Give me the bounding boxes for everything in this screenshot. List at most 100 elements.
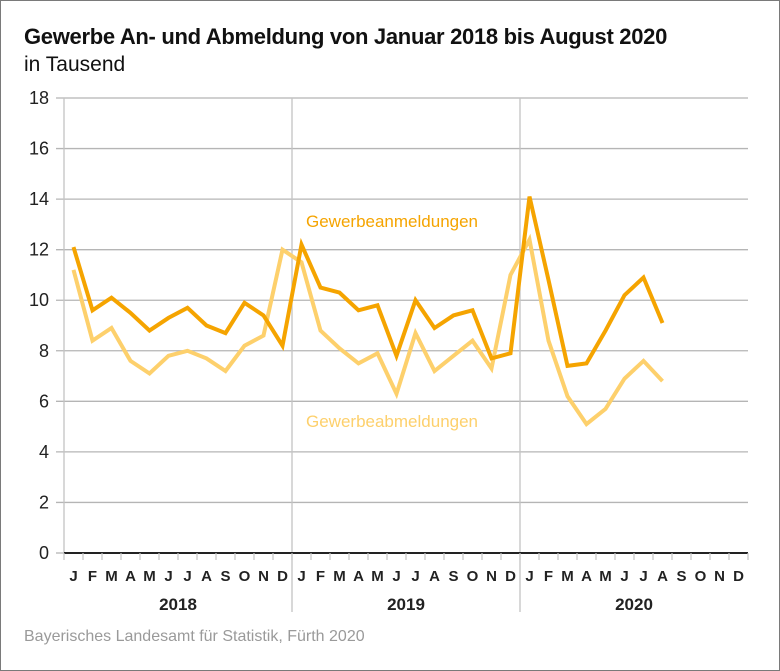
series-label-gewerbeabmeldungen: Gewerbeabmeldungen [306, 412, 478, 431]
data-point-gewerbeabmeldungen [452, 354, 456, 358]
data-point-gewerbeanmeldungen [224, 331, 228, 335]
x-tick-label: J [183, 568, 191, 585]
x-tick-label: D [277, 568, 288, 585]
data-point-gewerbeanmeldungen [585, 361, 589, 365]
chart-subtitle: in Tausend [24, 53, 126, 76]
data-point-gewerbeabmeldungen [376, 351, 380, 355]
data-point-gewerbeabmeldungen [414, 331, 418, 335]
data-point-gewerbeabmeldungen [338, 346, 342, 350]
y-tick-label: 4 [39, 442, 49, 462]
y-tick-label: 12 [29, 240, 49, 260]
data-point-gewerbeabmeldungen [243, 344, 247, 348]
data-point-gewerbeanmeldungen [148, 329, 152, 333]
data-point-gewerbeanmeldungen [471, 308, 475, 312]
data-point-gewerbeabmeldungen [604, 407, 608, 411]
data-point-gewerbeanmeldungen [205, 324, 209, 328]
data-point-gewerbeanmeldungen [300, 243, 304, 247]
data-point-gewerbeabmeldungen [224, 369, 228, 373]
x-tick-label: D [733, 568, 744, 585]
y-tick-label: 2 [39, 492, 49, 512]
x-tick-label: O [695, 568, 707, 585]
y-tick-label: 0 [39, 543, 49, 563]
data-point-gewerbeabmeldungen [395, 392, 399, 396]
series-line-gewerbeabmeldungen [71, 233, 664, 428]
x-tick-label: A [657, 568, 668, 585]
data-point-gewerbeanmeldungen [623, 293, 627, 297]
data-point-gewerbeanmeldungen [281, 344, 285, 348]
x-tick-label: D [505, 568, 516, 585]
series-labels: Gewerbeanmeldungen Gewerbeabmeldungen [306, 212, 478, 431]
data-point-gewerbeabmeldungen [471, 339, 475, 343]
data-point-gewerbeabmeldungen [110, 326, 114, 330]
y-tick-label: 16 [29, 139, 49, 159]
data-point-gewerbeanmeldungen [490, 356, 494, 360]
data-point-gewerbeabmeldungen [148, 372, 152, 376]
data-point-gewerbeabmeldungen [72, 268, 76, 272]
data-point-gewerbeabmeldungen [205, 356, 209, 360]
data-point-gewerbeabmeldungen [528, 238, 532, 242]
data-point-gewerbeanmeldungen [319, 286, 323, 290]
data-point-gewerbeanmeldungen [110, 296, 114, 300]
data-point-gewerbeabmeldungen [642, 359, 646, 363]
y-tick-label: 6 [39, 391, 49, 411]
x-tick-label: M [105, 568, 118, 585]
x-tick-label: M [599, 568, 612, 585]
x-tick-label: M [143, 568, 156, 585]
x-tick-label: M [371, 568, 384, 585]
y-tick-label: 18 [29, 88, 49, 108]
data-point-gewerbeanmeldungen [414, 298, 418, 302]
x-tick-label: N [714, 568, 725, 585]
x-tick-label: N [258, 568, 269, 585]
x-tick-label: F [316, 568, 325, 585]
data-point-gewerbeanmeldungen [376, 303, 380, 307]
data-point-gewerbeanmeldungen [547, 278, 551, 282]
x-tick-label: A [429, 568, 440, 585]
x-tick-label: A [201, 568, 212, 585]
x-tick-label: J [411, 568, 419, 585]
data-point-gewerbeanmeldungen [642, 275, 646, 279]
data-point-gewerbeanmeldungen [129, 311, 133, 315]
data-point-gewerbeabmeldungen [281, 248, 285, 252]
data-point-gewerbeabmeldungen [585, 422, 589, 426]
x-tick-label: S [448, 568, 458, 585]
data-point-gewerbeanmeldungen [433, 326, 437, 330]
data-point-gewerbeanmeldungen [509, 351, 513, 355]
series-lines [71, 195, 665, 428]
data-point-gewerbeabmeldungen [547, 339, 551, 343]
x-tick-label: J [639, 568, 647, 585]
series-line-gewerbeanmeldungen [71, 196, 665, 369]
x-tick-label: J [620, 568, 628, 585]
x-tick-label: N [486, 568, 497, 585]
data-point-gewerbeanmeldungen [452, 313, 456, 317]
x-tick-label: F [544, 568, 553, 585]
data-point-gewerbeanmeldungen [528, 195, 532, 199]
data-point-gewerbeanmeldungen [604, 329, 608, 333]
year-label: 2019 [387, 595, 425, 614]
x-tick-label: J [525, 568, 533, 585]
data-point-gewerbeabmeldungen [623, 377, 627, 381]
year-label: 2018 [159, 595, 197, 614]
x-axis: J F M A M J J A S O N D J F M A M J J A S O N D J F M A M J J A S O N D2018… [63, 552, 749, 614]
year-label: 2020 [615, 595, 653, 614]
data-point-gewerbeanmeldungen [186, 306, 190, 310]
data-point-gewerbeabmeldungen [509, 273, 513, 277]
x-tick-label: A [581, 568, 592, 585]
x-tick-label: O [239, 568, 251, 585]
data-point-gewerbeabmeldungen [566, 394, 570, 398]
data-point-gewerbeanmeldungen [91, 308, 95, 312]
data-point-gewerbeanmeldungen [243, 301, 247, 305]
source-note: Bayerisches Landesamt für Statistik, Für… [24, 628, 365, 645]
data-point-gewerbeanmeldungen [395, 354, 399, 358]
x-tick-label: J [164, 568, 172, 585]
data-point-gewerbeabmeldungen [129, 359, 133, 363]
x-tick-label: S [220, 568, 230, 585]
data-point-gewerbeanmeldungen [566, 364, 570, 368]
data-point-gewerbeanmeldungen [167, 316, 171, 320]
data-point-gewerbeabmeldungen [319, 329, 323, 333]
data-point-gewerbeabmeldungen [167, 354, 171, 358]
data-point-gewerbeanmeldungen [262, 313, 266, 317]
y-tick-label: 10 [29, 290, 49, 310]
x-tick-label: S [676, 568, 686, 585]
data-point-gewerbeanmeldungen [72, 245, 76, 249]
